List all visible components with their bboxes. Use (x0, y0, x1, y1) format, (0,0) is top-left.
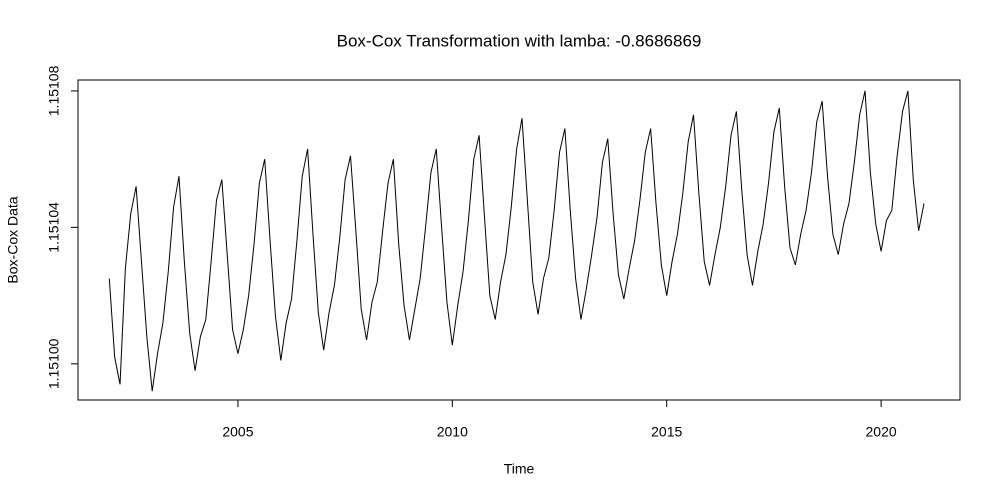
y-axis-label: Box-Cox Data (5, 196, 21, 283)
x-tick-label: 2005 (222, 424, 253, 440)
y-tick-label: 1.15104 (46, 202, 62, 253)
y-tick-label: 1.15108 (46, 65, 62, 116)
plot-frame (77, 79, 961, 401)
y-tick-label: 1.15100 (46, 338, 62, 389)
chart-title: Box-Cox Transformation with lamba: -0.86… (337, 31, 702, 50)
x-axis-label: Time (504, 461, 535, 477)
x-tick-label: 2020 (866, 424, 897, 440)
series-line (108, 90, 925, 392)
x-tick-label: 2010 (437, 424, 468, 440)
x-tick-label: 2015 (651, 424, 682, 440)
